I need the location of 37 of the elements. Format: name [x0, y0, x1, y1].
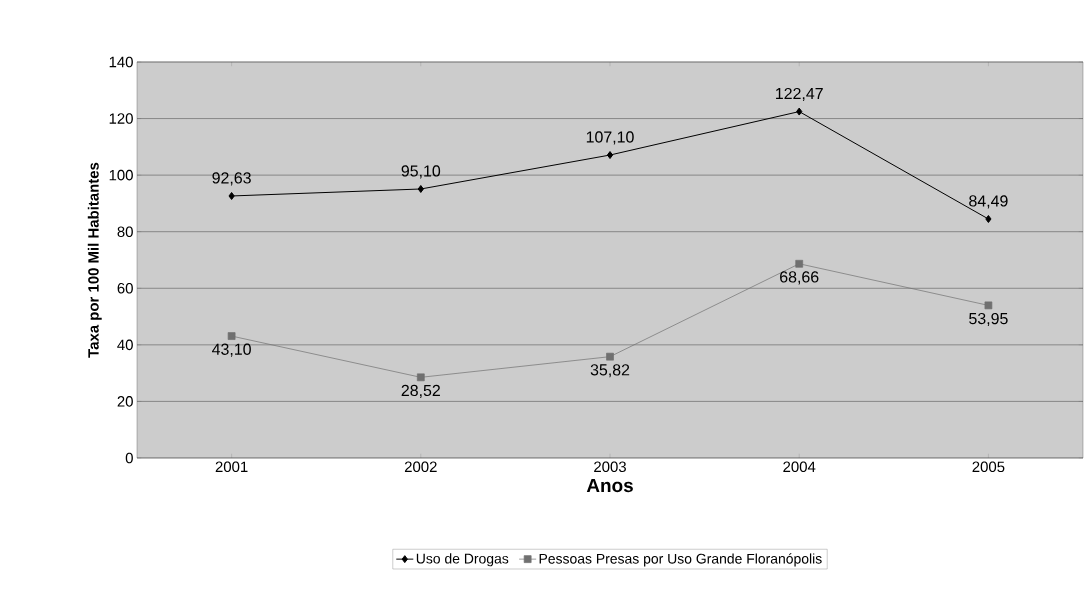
y-tick-label: 0 [125, 452, 133, 464]
data-label: 95,10 [401, 165, 441, 179]
point [796, 107, 803, 116]
point [416, 373, 425, 382]
point [606, 151, 614, 160]
point [984, 301, 993, 310]
point [606, 352, 614, 361]
data-label: 43,10 [212, 343, 251, 357]
data-label: 35,82 [590, 364, 630, 378]
x-tick-label: 2003 [594, 461, 626, 473]
y-tick-label: 80 [117, 226, 133, 237]
data-label: 107,10 [586, 131, 634, 145]
point [228, 191, 235, 200]
x-tick-label: 2001 [215, 461, 248, 473]
x-tick-label: 2002 [404, 461, 437, 473]
data-label: 53,95 [969, 312, 1008, 327]
y-tick-label: 100 [109, 169, 133, 181]
y-tick-label: 40 [117, 339, 133, 351]
point [985, 215, 992, 223]
data-label: 68,66 [780, 271, 819, 285]
point [417, 185, 424, 193]
x-tick-label: 2004 [783, 461, 816, 473]
x-axis-title: Anos [586, 478, 633, 493]
data-label: 28,52 [401, 384, 440, 398]
data-label: 122,47 [776, 87, 823, 102]
legend-label: Uso de Drogas [416, 553, 509, 567]
legend-label: Pessoas Presas por Uso Grande Floranópolis [539, 553, 822, 567]
y-tick-label: 140 [109, 56, 133, 68]
y-tick-label: 60 [117, 282, 133, 294]
y-axis-title: Taxa por 100 Mil Habitantes [87, 162, 102, 358]
y-tick-label: 20 [117, 396, 133, 407]
point [227, 332, 236, 340]
y-tick-label: 120 [109, 113, 133, 124]
data-label: 92,63 [212, 172, 251, 186]
data-label: 84,49 [969, 195, 1008, 209]
x-tick-label: 2005 [972, 461, 1005, 473]
point [795, 259, 804, 268]
